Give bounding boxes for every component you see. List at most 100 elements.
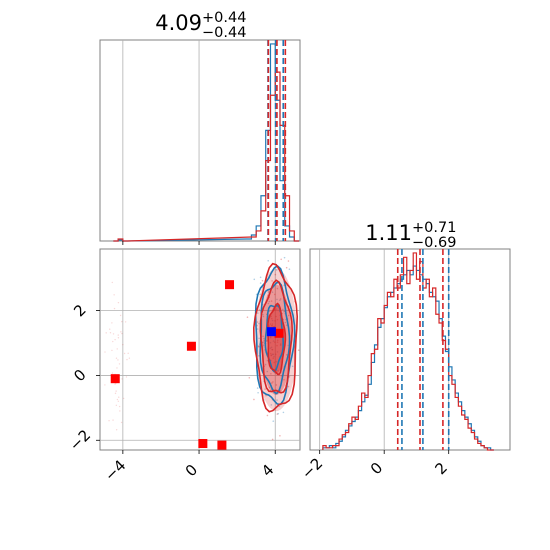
marginal-y-tick-label-0: −2 bbox=[298, 454, 326, 482]
joint-scatter-point bbox=[258, 355, 260, 357]
joint-scatter-point bbox=[253, 278, 256, 281]
joint-scatter-point bbox=[285, 266, 288, 269]
joint-scatter-point bbox=[266, 339, 268, 342]
joint-scatter-point bbox=[266, 414, 269, 417]
joint-scatter-point bbox=[109, 332, 112, 334]
marginal-y-ticks: −2 0 2 bbox=[298, 450, 451, 483]
joint-scatter-point bbox=[257, 345, 260, 347]
joint-scatter-point bbox=[258, 322, 260, 325]
joint-scatter-point bbox=[276, 399, 278, 401]
joint-scatter-point bbox=[268, 300, 271, 303]
joint-contour-1-0 bbox=[266, 302, 287, 376]
joint-scatter-point bbox=[118, 396, 120, 398]
joint-scatter-point bbox=[108, 420, 110, 422]
joint-scatter-point bbox=[282, 308, 284, 311]
joint-scatter-point bbox=[285, 324, 288, 327]
joint-scatter-point bbox=[265, 340, 268, 343]
joint-scatter-point bbox=[119, 410, 121, 412]
joint-scatter-point bbox=[273, 293, 276, 296]
joint-scatter-point bbox=[261, 279, 264, 282]
joint-x-tick-label-0: −4 bbox=[101, 456, 129, 484]
joint-scatter-point bbox=[122, 397, 125, 400]
joint-scatter-point bbox=[262, 313, 264, 316]
joint-scatter-point bbox=[275, 384, 278, 386]
joint-x-tick-label-1: 0 bbox=[182, 461, 201, 480]
joint-scatter-point bbox=[104, 351, 106, 353]
marginal-x-title-plus: +0.44 bbox=[202, 10, 246, 26]
joint-scatter-point bbox=[128, 357, 131, 359]
joint-markers bbox=[110, 280, 284, 450]
joint-scatter-point bbox=[113, 294, 115, 296]
joint-scatter-point bbox=[283, 310, 285, 313]
joint-scatter-point bbox=[274, 273, 277, 276]
joint-x-tick-label-2: 4 bbox=[258, 461, 277, 480]
joint-scatter-point bbox=[287, 260, 290, 262]
joint-scatter-point bbox=[118, 363, 121, 365]
joint-scatter-point bbox=[271, 382, 273, 384]
joint-scatter-point bbox=[104, 384, 106, 386]
joint-scatter-point bbox=[288, 376, 291, 378]
joint-scatter-point bbox=[121, 378, 123, 380]
joint-scatter-point bbox=[266, 359, 269, 362]
joint-red-marker-5 bbox=[274, 328, 284, 338]
joint-scatter-point bbox=[263, 339, 265, 342]
joint-scatter-point bbox=[121, 320, 123, 323]
joint-scatter-point bbox=[262, 341, 264, 343]
marginal-y-histograms bbox=[322, 252, 494, 451]
joint-scatter-point bbox=[288, 268, 291, 270]
joint-scatter-point bbox=[282, 411, 285, 414]
joint-scatter-point bbox=[270, 373, 272, 375]
joint-scatter-point bbox=[277, 412, 280, 415]
joint-blue-marker-0 bbox=[266, 327, 276, 337]
joint-scatter-point bbox=[115, 429, 118, 431]
joint-scatter-point bbox=[270, 404, 273, 406]
joint-scatter-point bbox=[120, 421, 123, 424]
joint-scatter-point bbox=[276, 298, 278, 301]
joint-scatter-point bbox=[259, 276, 262, 279]
joint-scatter-point bbox=[253, 398, 255, 401]
joint-scatter-point bbox=[279, 298, 282, 300]
joint-scatter-point bbox=[117, 337, 120, 339]
joint-scatter-point bbox=[117, 334, 119, 336]
joint-scatter-point bbox=[259, 282, 262, 284]
joint-scatter-point bbox=[267, 259, 269, 262]
joint-scatter-point bbox=[284, 321, 287, 324]
joint-scatter-point bbox=[271, 438, 274, 441]
joint-scatter-point bbox=[125, 376, 128, 378]
joint-scatter-point bbox=[258, 309, 261, 311]
joint-scatter-point bbox=[266, 370, 269, 373]
joint-scatter-point bbox=[120, 331, 122, 333]
joint-scatter-point bbox=[287, 314, 290, 317]
joint-scatter-point bbox=[256, 312, 259, 314]
joint-contour-1-1 bbox=[259, 279, 294, 394]
joint-scatter-point bbox=[112, 340, 114, 343]
joint-scatter-point bbox=[271, 291, 274, 293]
joint-scatter-point bbox=[258, 337, 260, 340]
joint-scatter-point bbox=[271, 280, 273, 282]
joint-scatter-point bbox=[117, 301, 120, 304]
joint-scatter-point bbox=[256, 387, 259, 389]
joint-scatter-point bbox=[112, 419, 114, 421]
joint-scatter-point bbox=[267, 302, 270, 305]
joint-scatter-point bbox=[115, 390, 117, 392]
joint-red-marker-2 bbox=[225, 280, 235, 290]
joint-scatter-point bbox=[124, 321, 127, 323]
joint-scatter-point bbox=[264, 388, 266, 390]
joint-scatter-point bbox=[268, 310, 271, 313]
joint-scatter-point bbox=[121, 332, 123, 335]
marginal-x-quantile-lines bbox=[267, 40, 287, 241]
joint-scatter-point bbox=[264, 363, 267, 366]
joint-scatter-point bbox=[114, 383, 116, 385]
joint-contours bbox=[252, 262, 299, 413]
marginal-x-title-value: 4.09 bbox=[155, 11, 202, 35]
joint-red-marker-3 bbox=[198, 439, 208, 449]
joint-red-marker-0 bbox=[110, 374, 120, 384]
joint-scatter-point bbox=[283, 378, 285, 381]
joint-scatter-point bbox=[276, 413, 279, 415]
joint-scatter-point bbox=[114, 392, 117, 395]
joint-scatter-point bbox=[105, 332, 107, 334]
joint-scatter-point bbox=[111, 281, 113, 284]
joint-scatter-point bbox=[262, 344, 265, 347]
joint-scatter-point bbox=[117, 400, 120, 402]
